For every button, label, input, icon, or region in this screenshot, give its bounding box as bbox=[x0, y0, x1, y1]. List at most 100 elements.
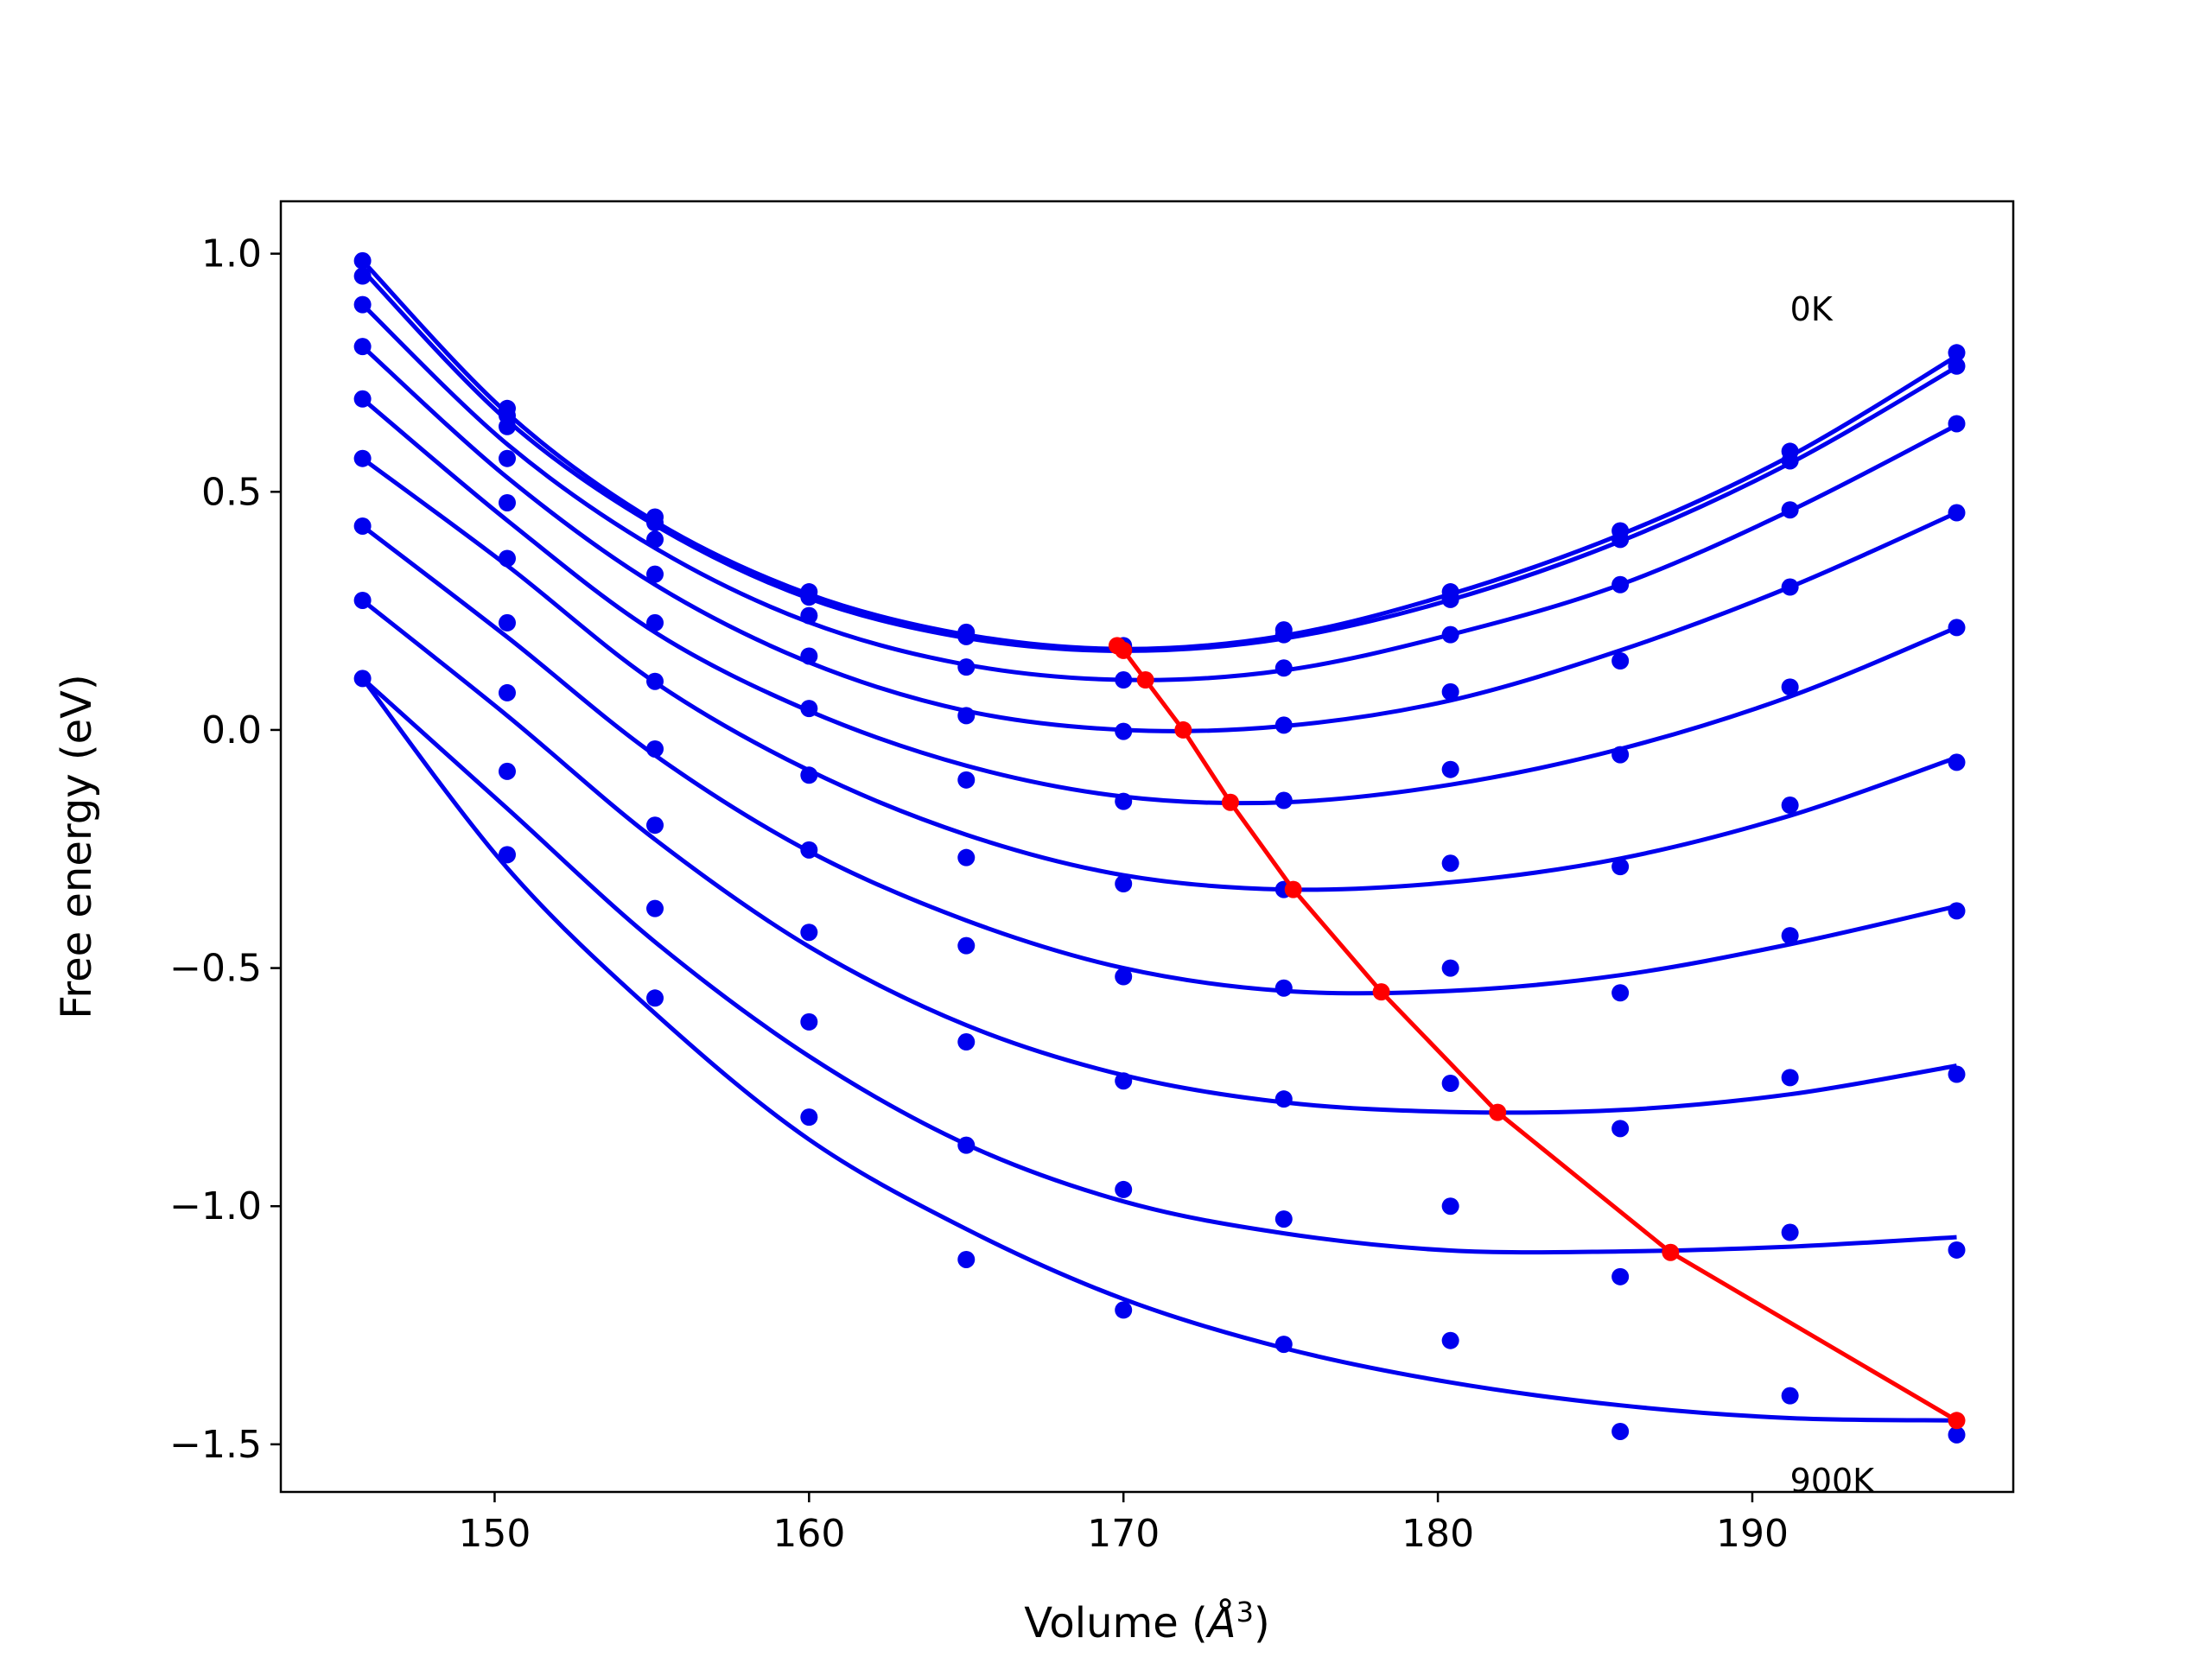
data-point bbox=[646, 565, 664, 583]
data-point bbox=[957, 707, 976, 725]
x-axis-ticks: 150 160 170 180 190 bbox=[458, 1492, 1789, 1556]
x-axis-label-text: Volume ( bbox=[1024, 1599, 1208, 1647]
data-point bbox=[1781, 797, 1799, 815]
equilibrium-point bbox=[1948, 1412, 1966, 1430]
fit-curve-10 bbox=[360, 676, 1957, 1423]
y-axis-label: Free energy (eV) bbox=[53, 674, 101, 1019]
data-points bbox=[353, 251, 1966, 1444]
data-point bbox=[646, 816, 664, 835]
equilibrium-point bbox=[1221, 793, 1239, 811]
data-point bbox=[1115, 1180, 1133, 1198]
x-tick-label: 150 bbox=[458, 1512, 531, 1556]
y-tick-label: −0.5 bbox=[169, 947, 262, 991]
data-point bbox=[1115, 968, 1133, 986]
data-point bbox=[498, 549, 516, 568]
data-point bbox=[1115, 722, 1133, 740]
data-point bbox=[353, 338, 372, 356]
data-point bbox=[1948, 344, 1966, 362]
data-point bbox=[646, 899, 664, 917]
data-point bbox=[800, 1012, 818, 1031]
data-point bbox=[1611, 575, 1630, 593]
y-tick-label: 1.0 bbox=[201, 232, 262, 276]
data-point bbox=[1611, 530, 1630, 549]
annotations: 0K 900K bbox=[1790, 290, 1876, 1500]
data-point bbox=[1441, 1197, 1459, 1216]
data-point bbox=[1274, 1090, 1293, 1108]
data-point bbox=[957, 771, 976, 789]
data-point bbox=[646, 514, 664, 532]
data-point bbox=[1274, 659, 1293, 677]
data-point bbox=[1948, 902, 1966, 920]
data-point bbox=[1948, 753, 1966, 771]
data-point bbox=[1781, 678, 1799, 696]
data-point bbox=[1611, 1120, 1630, 1138]
data-point bbox=[957, 627, 976, 645]
data-point bbox=[1948, 1241, 1966, 1259]
data-point bbox=[800, 1108, 818, 1127]
data-point bbox=[800, 647, 818, 665]
x-tick-label: 160 bbox=[772, 1512, 845, 1556]
data-point bbox=[646, 613, 664, 632]
data-point bbox=[1441, 590, 1459, 608]
data-point bbox=[1948, 504, 1966, 522]
temperature-annotation: 0K bbox=[1790, 290, 1834, 328]
x-axis-label-exponent: 3 bbox=[1236, 1596, 1254, 1628]
data-point bbox=[353, 295, 372, 314]
x-tick-label: 180 bbox=[1402, 1512, 1474, 1556]
x-axis-label: Volume (Å3) bbox=[1024, 1596, 1269, 1647]
data-point bbox=[498, 846, 516, 864]
equilibrium-point bbox=[1136, 671, 1154, 689]
data-point bbox=[957, 1033, 976, 1051]
data-point bbox=[646, 530, 664, 549]
data-point bbox=[1115, 671, 1133, 689]
equilibrium-volume-line bbox=[1116, 644, 1958, 1423]
y-tick-label: 0.0 bbox=[201, 708, 262, 752]
data-point bbox=[1781, 927, 1799, 945]
temperature-annotation: 900K bbox=[1790, 1462, 1876, 1500]
data-point bbox=[353, 251, 372, 270]
data-point bbox=[353, 591, 372, 609]
data-point bbox=[1948, 1425, 1966, 1444]
x-tick-label: 190 bbox=[1716, 1512, 1789, 1556]
data-point bbox=[1441, 682, 1459, 701]
data-point bbox=[800, 588, 818, 606]
data-point bbox=[498, 762, 516, 780]
data-point bbox=[1274, 791, 1293, 809]
x-axis-label-close: ) bbox=[1254, 1599, 1270, 1647]
data-point bbox=[1948, 415, 1966, 433]
data-point bbox=[800, 924, 818, 942]
data-point bbox=[1274, 625, 1293, 644]
data-point bbox=[1611, 1267, 1630, 1285]
data-point bbox=[1441, 1074, 1459, 1092]
equilibrium-point bbox=[1174, 720, 1192, 739]
data-point bbox=[800, 606, 818, 625]
data-point bbox=[498, 449, 516, 467]
plot-frame bbox=[279, 200, 2015, 1494]
data-point bbox=[800, 766, 818, 784]
data-point bbox=[1781, 501, 1799, 519]
data-point bbox=[1115, 1072, 1133, 1090]
data-point bbox=[1611, 1422, 1630, 1440]
equilibrium-point bbox=[1372, 983, 1390, 1001]
data-point bbox=[957, 1250, 976, 1268]
data-point bbox=[498, 493, 516, 511]
data-point bbox=[353, 390, 372, 408]
equilibrium-point bbox=[1489, 1103, 1507, 1121]
data-point bbox=[1611, 746, 1630, 764]
equilibrium-point bbox=[1115, 641, 1133, 659]
data-point bbox=[1274, 1210, 1293, 1228]
data-point bbox=[957, 1136, 976, 1154]
data-point bbox=[1274, 716, 1293, 734]
data-point bbox=[353, 449, 372, 467]
data-point bbox=[1948, 1065, 1966, 1083]
data-point bbox=[353, 267, 372, 285]
y-axis-ticks: 1.0 0.5 0.0 −0.5 −1.0 −1.5 bbox=[169, 232, 281, 1467]
data-point bbox=[498, 417, 516, 435]
data-point bbox=[498, 613, 516, 632]
data-point bbox=[1115, 792, 1133, 810]
data-point bbox=[1781, 1387, 1799, 1405]
data-point bbox=[1611, 858, 1630, 876]
data-point bbox=[1441, 1331, 1459, 1349]
